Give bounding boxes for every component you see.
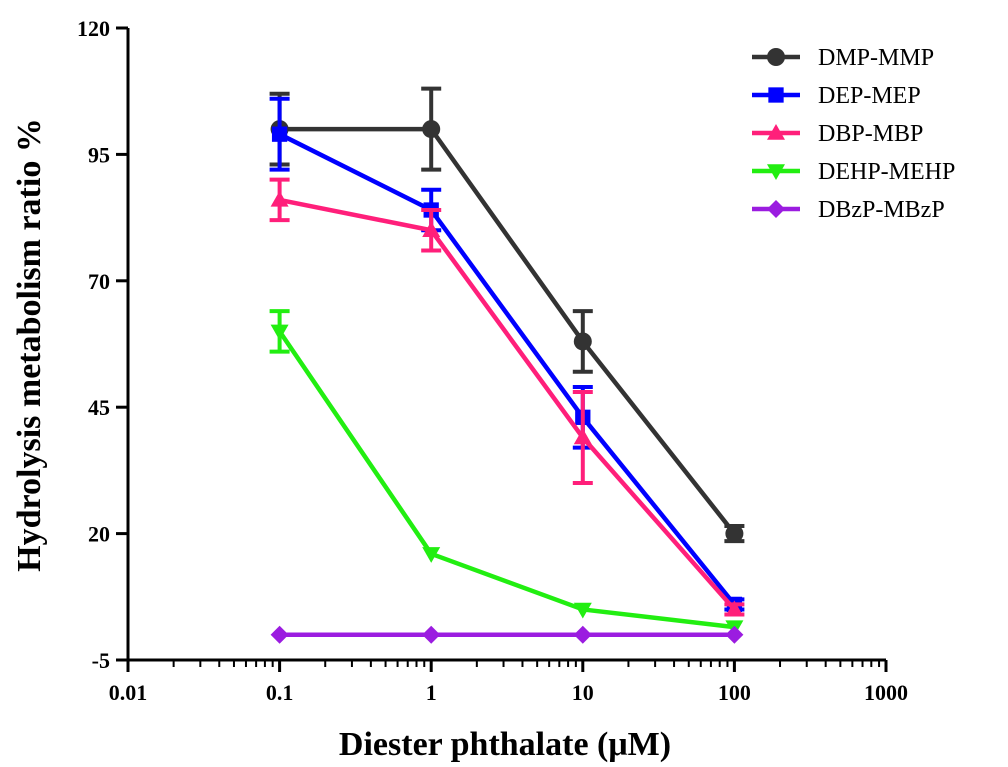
x-tick-label: 0.1 [266,680,294,705]
x-tick-label: 0.01 [109,680,148,705]
y-tick-label: 120 [77,16,110,41]
series-dbzp-mbzp [270,625,744,644]
data-point [725,600,744,617]
legend-marker [767,48,785,66]
y-axis: -5 20 45 70 95 120 [77,16,130,673]
series-line [279,126,737,535]
data-point [725,625,744,644]
data-point [573,625,592,644]
y-tick-label: -5 [92,648,110,673]
y-tick-label: 95 [88,142,110,167]
legend: DMP-MMP DEP-MEP DBP-MBP DEHP-MEHP DBzP-MBzP [752,45,955,223]
legend-item-dep-mep: DEP-MEP [752,83,921,109]
data-point [422,120,441,139]
legend-label: DBzP-MBzP [818,197,945,223]
data-point [573,428,592,445]
series-dehp-mehp [269,309,744,637]
series-line [279,197,737,611]
y-tick-label: 45 [88,395,110,420]
data-point [422,625,441,644]
data-point [270,324,289,341]
x-axis: 0.01 0.1 1 10 100 1000 [109,658,908,705]
data-point [725,524,744,543]
data-point [270,625,289,644]
x-tick-label: 1000 [864,680,908,705]
plot-area [269,86,745,644]
legend-marker [767,200,785,218]
legend-item-dbzp-mbzp: DBzP-MBzP [752,197,945,223]
data-point [573,602,592,619]
legend-marker [768,87,784,103]
x-axis-title: Diester phthalate (μM) [339,726,671,763]
series-dbp-mbp [269,177,745,617]
legend-label: DMP-MMP [818,45,934,71]
x-tick-label: 100 [718,680,751,705]
x-tick-label: 1 [426,680,437,705]
legend-item-dmp-mmp: DMP-MMP [752,45,934,71]
x-tick-label: 10 [572,680,594,705]
y-tick-label: 20 [88,522,110,547]
y-tick-label: 70 [88,269,110,294]
series-dmp-mmp [269,86,745,544]
legend-label: DEHP-MEHP [818,159,955,185]
series-line [277,330,735,630]
legend-marker [767,124,785,140]
data-point [422,547,441,563]
legend-item-dehp-mehp: DEHP-MEHP [752,159,955,185]
series-line [278,132,737,606]
legend-label: DBP-MBP [818,121,923,147]
y-axis-title: Hydrolysis metabolism ratio % [11,118,48,572]
data-point [422,221,441,237]
legend-item-dbp-mbp: DBP-MBP [752,121,923,147]
data-point [271,126,288,142]
legend-marker [767,164,785,180]
data-point [573,332,592,351]
data-point [270,190,289,207]
series-dep-mep [269,96,745,613]
legend-label: DEP-MEP [818,83,921,109]
